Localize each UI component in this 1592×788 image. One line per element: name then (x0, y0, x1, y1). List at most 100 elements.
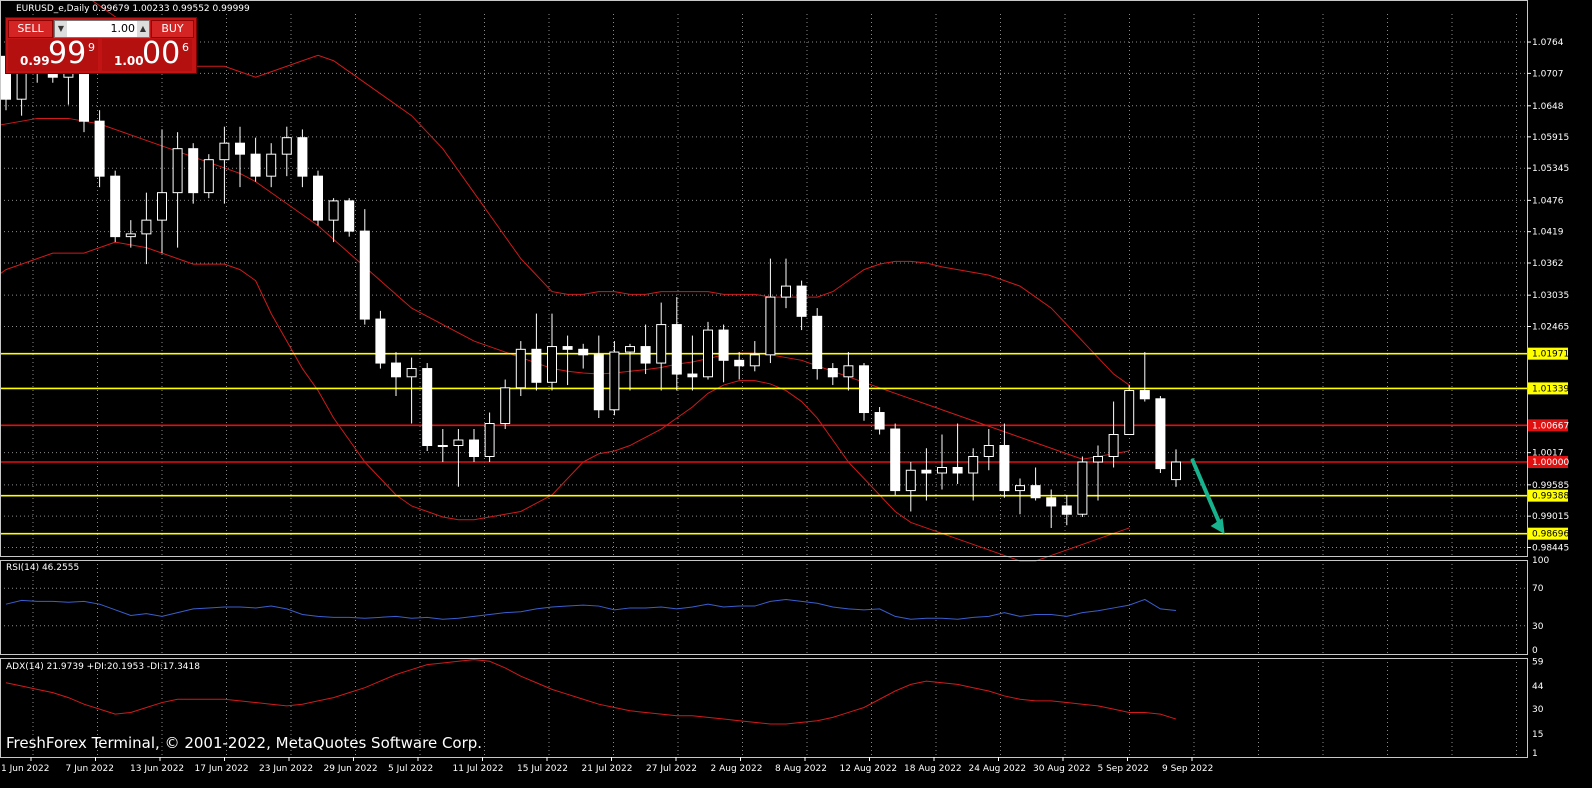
level-price-tag (1528, 489, 1568, 502)
date-label: 5 Jul 2022 (388, 764, 433, 774)
candle-body (562, 346, 573, 350)
lot-size-input[interactable]: ▼ 1.00 ▲ (54, 20, 150, 38)
price-axis: 1.0764 1.0707 1.0648 1.05915 1.05345 1.0476 1.… (1527, 38, 1569, 759)
sell-button[interactable]: SELL (8, 20, 53, 38)
candle-body (453, 439, 464, 447)
date-label: 9 Sep 2022 (1162, 764, 1213, 774)
panel-frame (0, 0, 1528, 557)
price-tick-label: 1.0362 (1532, 259, 1564, 269)
level-price-label: 0.98696 (1532, 530, 1569, 540)
rsi-series (5, 598, 1177, 620)
trend-arrow[interactable] (1190, 458, 1225, 535)
candle-body (687, 373, 698, 378)
candle-body (422, 368, 433, 447)
sell-price-fraction: 9 (88, 41, 95, 54)
candle-body (172, 148, 183, 194)
date-label: 11 Jul 2022 (453, 764, 504, 774)
candle-body (531, 348, 542, 383)
candle-body (141, 219, 152, 235)
panel-frame (0, 560, 1528, 655)
candle-body (874, 412, 885, 430)
candle-body (952, 466, 963, 474)
candle-body (859, 365, 869, 414)
level-price-label: 1.01339 (1532, 384, 1569, 394)
horizontal-levels[interactable] (0, 352, 1527, 535)
price-tick-label: 1.03035 (1532, 291, 1569, 301)
sell-price[interactable]: 0.99 99 9 (8, 36, 98, 71)
date-label: 29 Jun 2022 (324, 764, 378, 774)
adx-tick-label: 44 (1532, 682, 1544, 692)
date-label: 23 Jun 2022 (259, 764, 313, 774)
candle-body (437, 445, 448, 448)
candle-body (593, 354, 604, 411)
price-tick-label: 0.98445 (1532, 543, 1569, 553)
candle-body (1171, 461, 1181, 481)
buy-price-pips: 00 (142, 36, 181, 71)
price-tick-label: 1.05915 (1532, 133, 1569, 143)
candle-body (1139, 390, 1150, 400)
candle-body (890, 428, 901, 492)
candle-body (1061, 505, 1072, 515)
level-price-tag (1528, 456, 1568, 469)
adx-tick-label: 30 (1532, 705, 1544, 715)
candle-body (578, 348, 589, 356)
rsi-tick-label: 70 (1532, 584, 1544, 594)
price-tick-label: 1.0017 (1532, 449, 1564, 459)
candle-body (391, 362, 401, 378)
level-price-label: 1.00667 (1532, 421, 1569, 431)
price-tick-label: 1.0476 (1532, 196, 1564, 206)
adx-line (5, 659, 1177, 725)
price-tick-label: 0.99015 (1532, 512, 1569, 522)
candle-body (1030, 485, 1041, 499)
date-label: 21 Jul 2022 (582, 764, 633, 774)
date-label: 15 Jul 2022 (517, 764, 568, 774)
panel-frames (0, 0, 1528, 758)
candle-body (94, 120, 105, 177)
candle-body (905, 469, 916, 492)
candle-body (500, 387, 511, 425)
buy-price[interactable]: 1.00 00 6 (102, 36, 192, 71)
buy-button[interactable]: BUY (151, 20, 194, 38)
lot-value[interactable]: 1.00 (110, 22, 136, 35)
bollinger-middle-line (0, 117, 1130, 460)
lot-decrease-icon[interactable]: ▼ (55, 21, 67, 37)
candle-body (734, 359, 745, 367)
date-label: 7 Jun 2022 (66, 764, 114, 774)
sell-price-prefix: 0.99 (20, 54, 50, 68)
candle-body (203, 159, 214, 194)
price-tick-label: 1.0707 (1532, 69, 1564, 79)
candle-body (313, 175, 323, 221)
candle-body (344, 200, 355, 232)
rsi-tick-label: 30 (1532, 622, 1544, 632)
adx-tick-label: 15 (1532, 730, 1543, 740)
level-price-label: 0.99388 (1532, 492, 1569, 502)
adx-series (5, 659, 1177, 725)
candle-body (999, 445, 1010, 492)
candle-body (469, 439, 479, 458)
arrow-shaft (1190, 458, 1224, 531)
lot-increase-icon[interactable]: ▲ (137, 21, 149, 37)
candle-body (1093, 456, 1103, 463)
candle-body (281, 137, 292, 155)
candle-body (937, 466, 947, 474)
candle-body (406, 368, 417, 378)
date-label: 27 Jul 2022 (646, 764, 697, 774)
panel-frame (0, 658, 1528, 758)
candle-body (547, 346, 557, 383)
level-price-tag (1528, 419, 1568, 432)
candle-body (1077, 461, 1088, 515)
candle-body (749, 354, 760, 367)
candle-body (359, 230, 370, 320)
buy-price-fraction: 6 (182, 41, 189, 54)
symbol-info: EURUSD_e,Daily 0.99679 1.00233 0.99552 0… (16, 4, 250, 14)
candle-body (1015, 485, 1025, 492)
candle-body (796, 285, 807, 317)
price-tick-label: 1.0648 (1532, 102, 1564, 112)
candle-body (968, 456, 979, 474)
candle-body (125, 233, 136, 238)
candle-body (515, 348, 526, 389)
candle-body (250, 153, 261, 177)
date-label: 30 Aug 2022 (1033, 764, 1091, 774)
candle-body (827, 368, 838, 378)
